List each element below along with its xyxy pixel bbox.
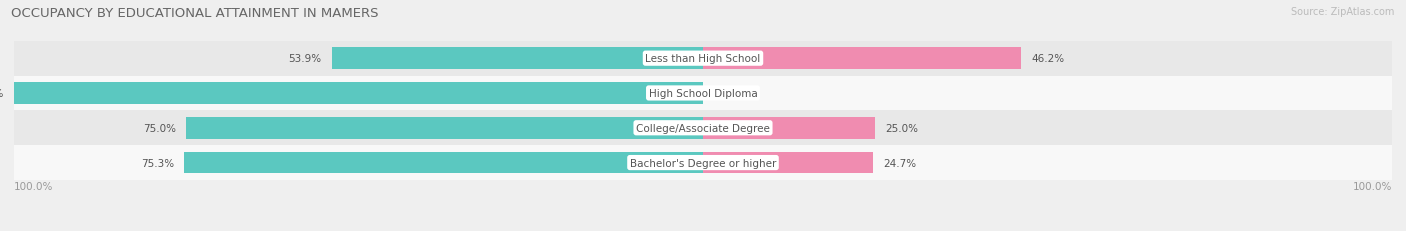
Bar xyxy=(703,152,873,174)
Text: 24.7%: 24.7% xyxy=(883,158,917,168)
Text: Less than High School: Less than High School xyxy=(645,54,761,64)
Bar xyxy=(14,146,1392,180)
Text: 53.9%: 53.9% xyxy=(288,54,322,64)
Text: 46.2%: 46.2% xyxy=(1032,54,1064,64)
Text: Source: ZipAtlas.com: Source: ZipAtlas.com xyxy=(1291,7,1395,17)
Text: 100.0%: 100.0% xyxy=(0,88,4,99)
Bar xyxy=(703,118,875,139)
Bar xyxy=(14,76,1392,111)
Text: 25.0%: 25.0% xyxy=(886,123,918,133)
Text: 0.0%: 0.0% xyxy=(713,88,740,99)
Text: High School Diploma: High School Diploma xyxy=(648,88,758,99)
Text: OCCUPANCY BY EDUCATIONAL ATTAINMENT IN MAMERS: OCCUPANCY BY EDUCATIONAL ATTAINMENT IN M… xyxy=(11,7,378,20)
Bar xyxy=(332,48,703,70)
Bar xyxy=(14,83,703,104)
Text: 100.0%: 100.0% xyxy=(14,181,53,191)
Text: 100.0%: 100.0% xyxy=(1353,181,1392,191)
Bar xyxy=(14,42,1392,76)
Text: 75.0%: 75.0% xyxy=(143,123,176,133)
Bar xyxy=(703,48,1021,70)
Text: College/Associate Degree: College/Associate Degree xyxy=(636,123,770,133)
Text: 75.3%: 75.3% xyxy=(141,158,174,168)
Text: Bachelor's Degree or higher: Bachelor's Degree or higher xyxy=(630,158,776,168)
Bar xyxy=(186,118,703,139)
Bar xyxy=(184,152,703,174)
Bar xyxy=(14,111,1392,146)
